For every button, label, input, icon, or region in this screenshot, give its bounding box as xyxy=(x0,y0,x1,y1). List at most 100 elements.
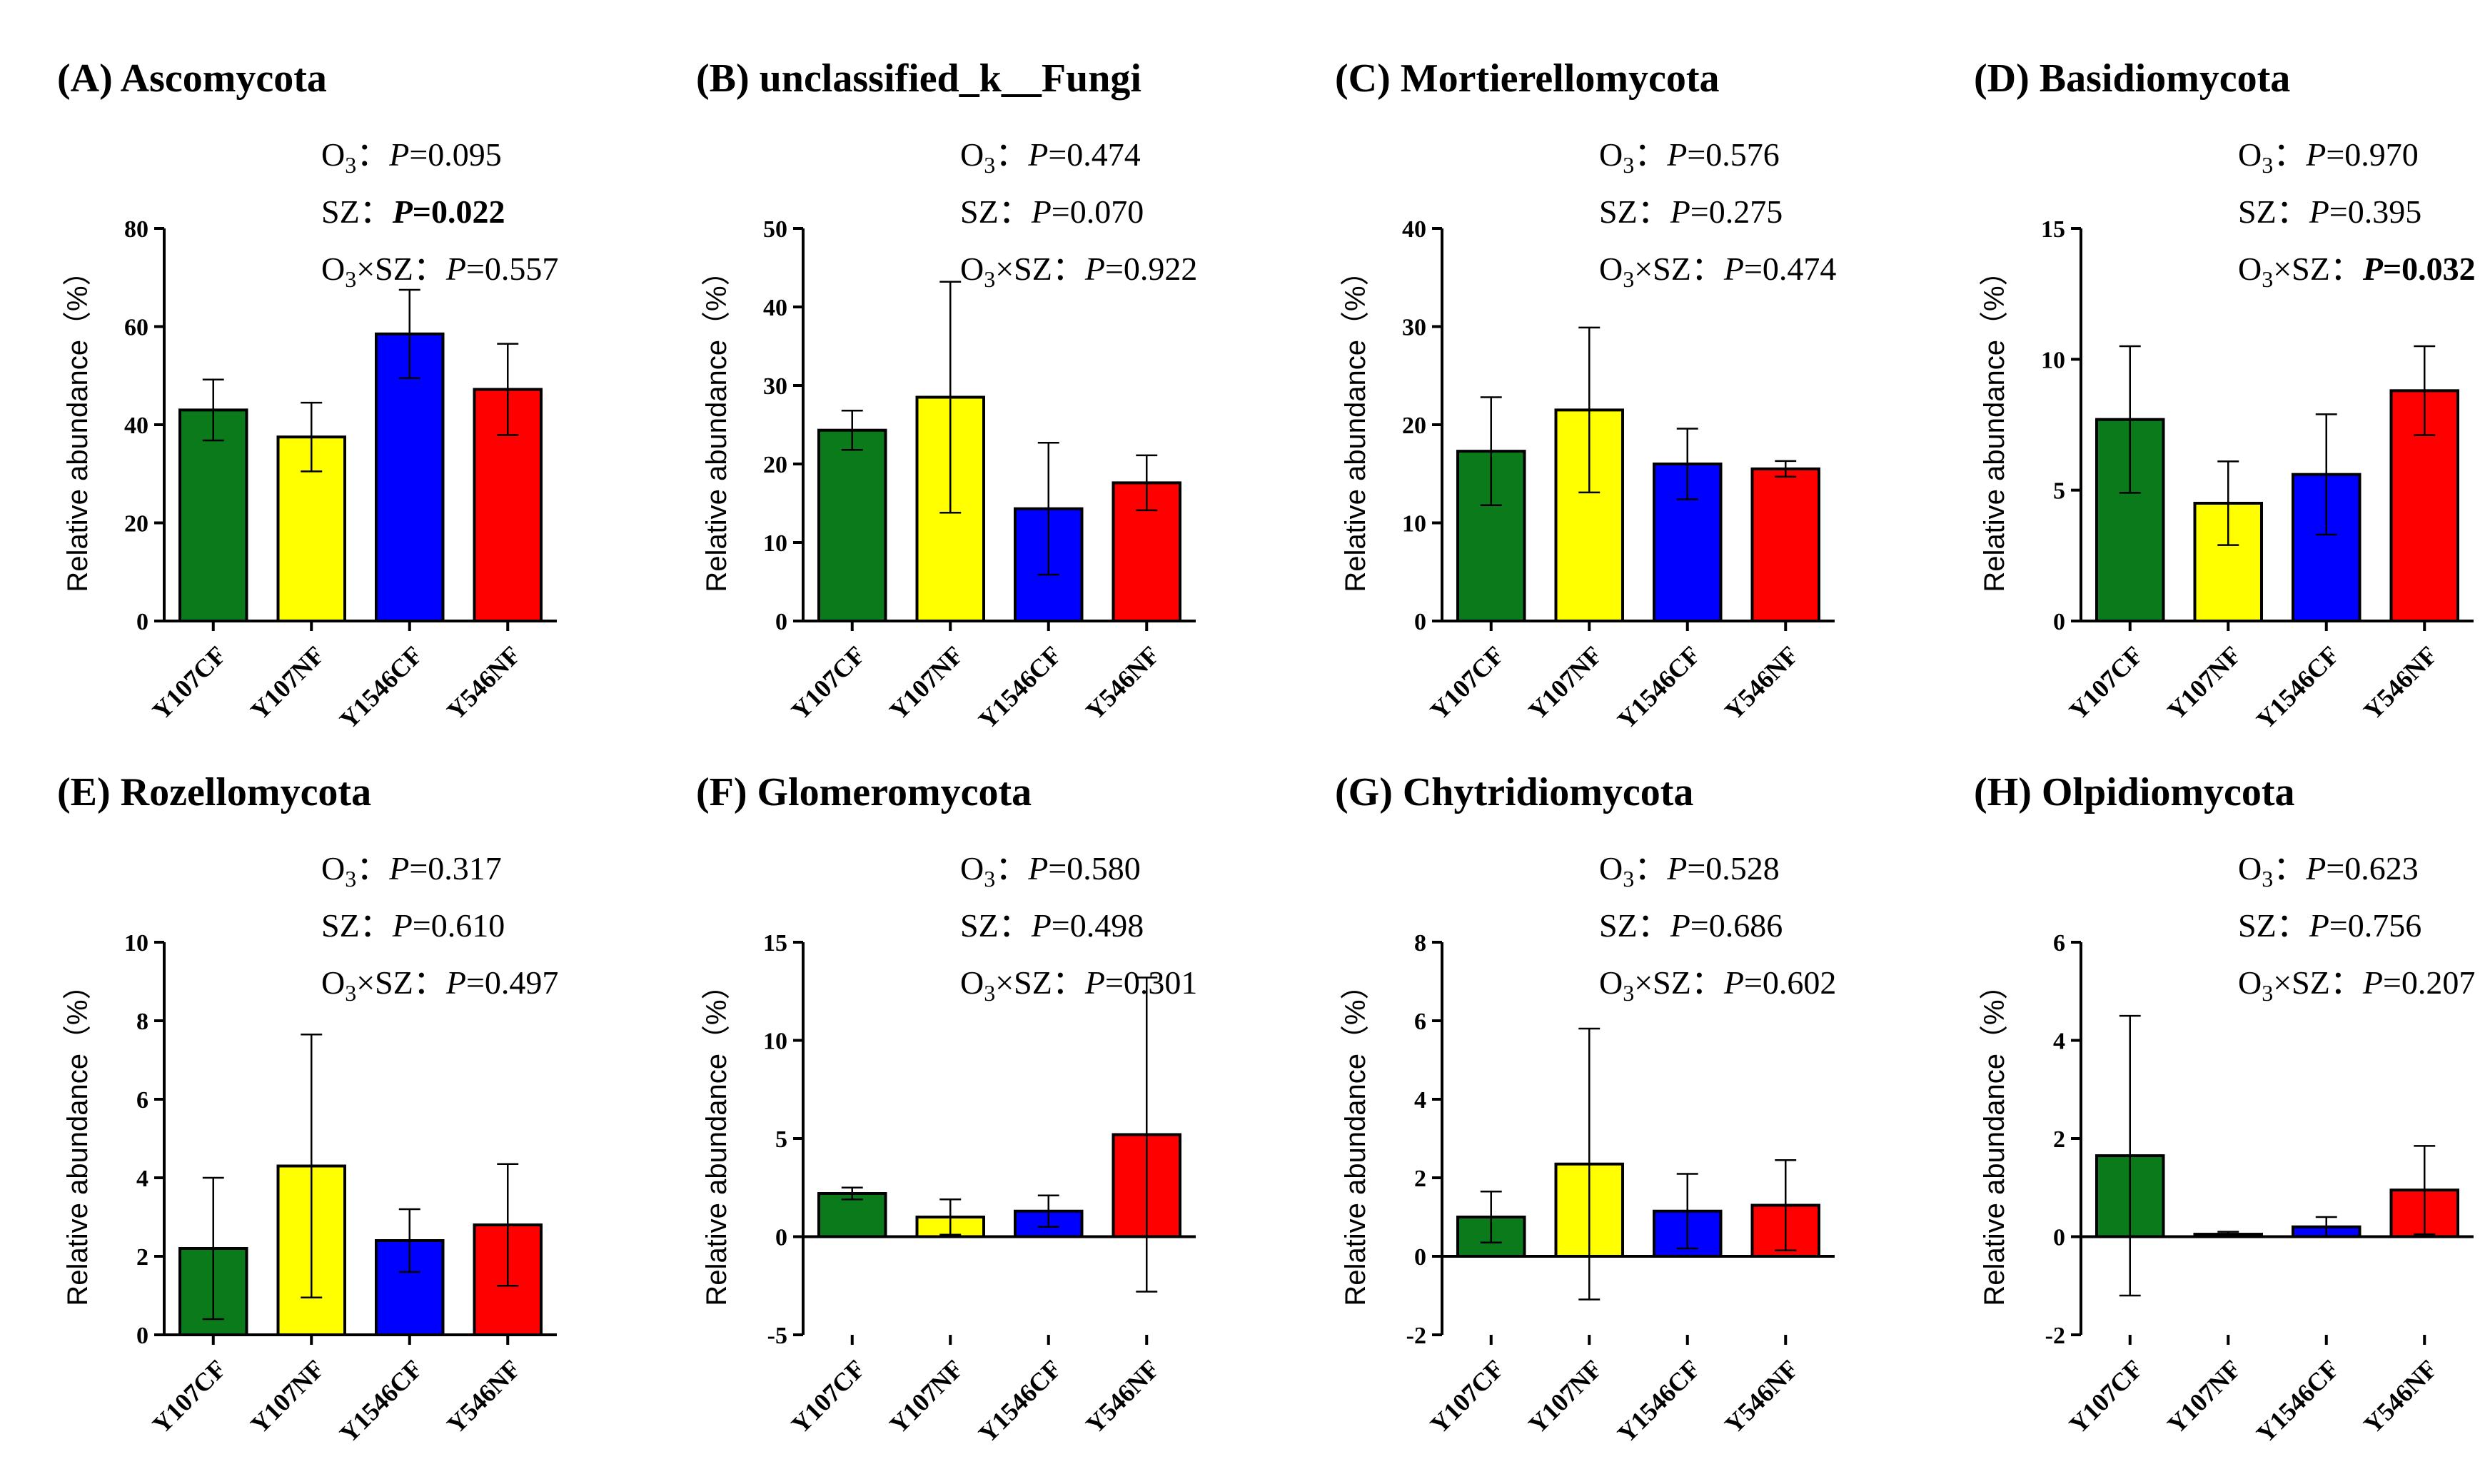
stat-line: O3：P=0.528 xyxy=(1599,850,1780,892)
panel-b: (B) unclassified_k__Fungi O3：P=0.474 SZ：P=… xyxy=(696,56,1197,735)
y-tick-label: 10 xyxy=(763,530,787,557)
category-label: Y107CF xyxy=(786,640,871,725)
y-tick-label: 6 xyxy=(136,1087,148,1114)
category-label: Y107CF xyxy=(2064,1354,2149,1439)
y-axis-label: Relative abundance（%） xyxy=(701,971,732,1306)
panel-title: (F) Glomeromycota xyxy=(696,770,1032,814)
y-tick-label: 40 xyxy=(124,413,148,439)
y-axis-label: Relative abundance（%） xyxy=(1340,257,1371,592)
category-label: Y546NF xyxy=(441,640,526,725)
y-tick-label: 0 xyxy=(136,1323,148,1349)
y-tick-label: 0 xyxy=(136,609,148,635)
panel-f: (F) Glomeromycota O3：P=0.580 SZ：P=0.498 O3×… xyxy=(696,770,1197,1448)
stat-line: O3：P=0.576 xyxy=(1599,136,1780,178)
bar-y107cf xyxy=(817,428,887,622)
category-label: Y107NF xyxy=(2162,640,2247,725)
stat-line: O3×SZ：P=0.301 xyxy=(960,964,1197,1006)
y-tick-label: -5 xyxy=(767,1323,787,1349)
y-axis-label: Relative abundance（%） xyxy=(62,257,94,592)
y-tick-label: 2 xyxy=(2053,1126,2065,1153)
bar-y107cf xyxy=(817,1192,887,1238)
panel-e: (E) Rozellomycota O3：P=0.317 SZ：P=0.610 O3×… xyxy=(57,770,558,1448)
y-tick-label: 0 xyxy=(1414,609,1426,635)
y-axis-label: Relative abundance（%） xyxy=(62,971,94,1306)
y-tick-label: 4 xyxy=(2053,1029,2065,1055)
stat-line: O3×SZ：P=0.497 xyxy=(321,964,558,1006)
y-tick-label: 10 xyxy=(1402,511,1426,537)
stat-line: O3×SZ：P=0.207 xyxy=(2238,964,2475,1006)
y-tick-label: 6 xyxy=(2053,930,2065,956)
category-label: Y107NF xyxy=(2162,1354,2247,1439)
panel-h: (H) Olpidiomycota O3：P=0.623 SZ：P=0.756 O3×… xyxy=(1974,770,2475,1448)
panel-title: (C) Mortierellomycota xyxy=(1335,56,1719,101)
y-tick-label: 0 xyxy=(1414,1244,1426,1271)
panel-c: (C) Mortierellomycota O3：P=0.576 SZ：P=0.27… xyxy=(1335,56,1836,735)
category-label: Y1546CF xyxy=(1612,640,1706,735)
category-label: Y107CF xyxy=(147,1354,232,1439)
y-tick-label: 15 xyxy=(2041,216,2065,243)
panel-a: (A) Ascomycota O3：P=0.095 SZ：P=0.022 O3×SZ：… xyxy=(57,56,558,735)
stat-line: SZ：P=0.610 xyxy=(321,907,505,944)
y-tick-label: 8 xyxy=(1414,930,1426,956)
y-tick-label: 10 xyxy=(2041,347,2065,373)
category-label: Y546NF xyxy=(2358,640,2443,725)
stat-line: O3×SZ：P=0.557 xyxy=(321,251,558,292)
stat-line: SZ：P=0.756 xyxy=(2238,907,2421,944)
stat-line: O3×SZ：P=0.032 xyxy=(2238,251,2476,292)
panel-title: (D) Basidiomycota xyxy=(1974,56,2290,101)
y-axis-label: Relative abundance（%） xyxy=(1979,971,2010,1306)
y-tick-label: 40 xyxy=(763,295,787,321)
category-label: Y107CF xyxy=(786,1354,871,1439)
bar-y107cf xyxy=(178,408,248,622)
stat-line: O3：P=0.970 xyxy=(2238,136,2419,178)
y-tick-label: 10 xyxy=(763,1029,787,1055)
panel-g: (G) Chytridiomycota O3：P=0.528 SZ：P=0.686 O… xyxy=(1335,770,1836,1448)
y-tick-label: 5 xyxy=(775,1126,787,1153)
panel-title: (A) Ascomycota xyxy=(57,56,327,101)
y-tick-label: 0 xyxy=(2053,1225,2065,1251)
stat-line: O3：P=0.317 xyxy=(321,850,502,892)
stat-line: O3×SZ：P=0.922 xyxy=(960,251,1197,292)
category-label: Y1546CF xyxy=(2251,640,2345,735)
category-label: Y107CF xyxy=(2064,640,2149,725)
y-tick-label: 30 xyxy=(763,373,787,400)
bar-y546nf xyxy=(1750,467,1820,622)
y-tick-label: 50 xyxy=(763,216,787,243)
y-tick-label: 0 xyxy=(775,1225,787,1251)
category-label: Y107NF xyxy=(245,1354,330,1439)
category-label: Y1546CF xyxy=(334,1354,428,1448)
category-label: Y546NF xyxy=(1719,640,1804,725)
stat-line: O3×SZ：P=0.474 xyxy=(1599,251,1836,292)
y-tick-label: 0 xyxy=(775,609,787,635)
y-tick-label: 60 xyxy=(124,315,148,341)
y-tick-label: 15 xyxy=(763,930,787,956)
y-tick-label: 8 xyxy=(136,1009,148,1035)
y-tick-label: 10 xyxy=(124,930,148,956)
y-tick-label: 4 xyxy=(1414,1087,1426,1114)
panel-title: (G) Chytridiomycota xyxy=(1335,770,1693,814)
category-label: Y107NF xyxy=(1523,1354,1608,1439)
stat-line: O3：P=0.580 xyxy=(960,850,1141,892)
category-label: Y1546CF xyxy=(1612,1354,1706,1448)
panel-title: (E) Rozellomycota xyxy=(57,770,371,814)
category-label: Y1546CF xyxy=(973,640,1067,735)
y-tick-label: 6 xyxy=(1414,1009,1426,1035)
stat-line: O3：P=0.095 xyxy=(321,136,502,178)
y-tick-label: 0 xyxy=(2053,609,2065,635)
y-tick-label: 4 xyxy=(136,1166,148,1192)
y-tick-label: 5 xyxy=(2053,478,2065,505)
stat-line: O3×SZ：P=0.602 xyxy=(1599,964,1836,1006)
panel-title: (B) unclassified_k__Fungi xyxy=(696,56,1141,101)
y-tick-label: 40 xyxy=(1402,216,1426,243)
y-axis-label: Relative abundance（%） xyxy=(1979,257,2010,592)
category-label: Y1546CF xyxy=(973,1354,1067,1448)
category-label: Y1546CF xyxy=(334,640,428,735)
stat-line: SZ：P=0.022 xyxy=(321,193,505,230)
category-label: Y1546CF xyxy=(2251,1354,2345,1448)
category-label: Y107NF xyxy=(245,640,330,725)
category-label: Y107CF xyxy=(1425,640,1510,725)
y-tick-label: 2 xyxy=(1414,1166,1426,1192)
stat-line: O3：P=0.623 xyxy=(2238,850,2419,892)
stat-line: SZ：P=0.070 xyxy=(960,193,1144,230)
